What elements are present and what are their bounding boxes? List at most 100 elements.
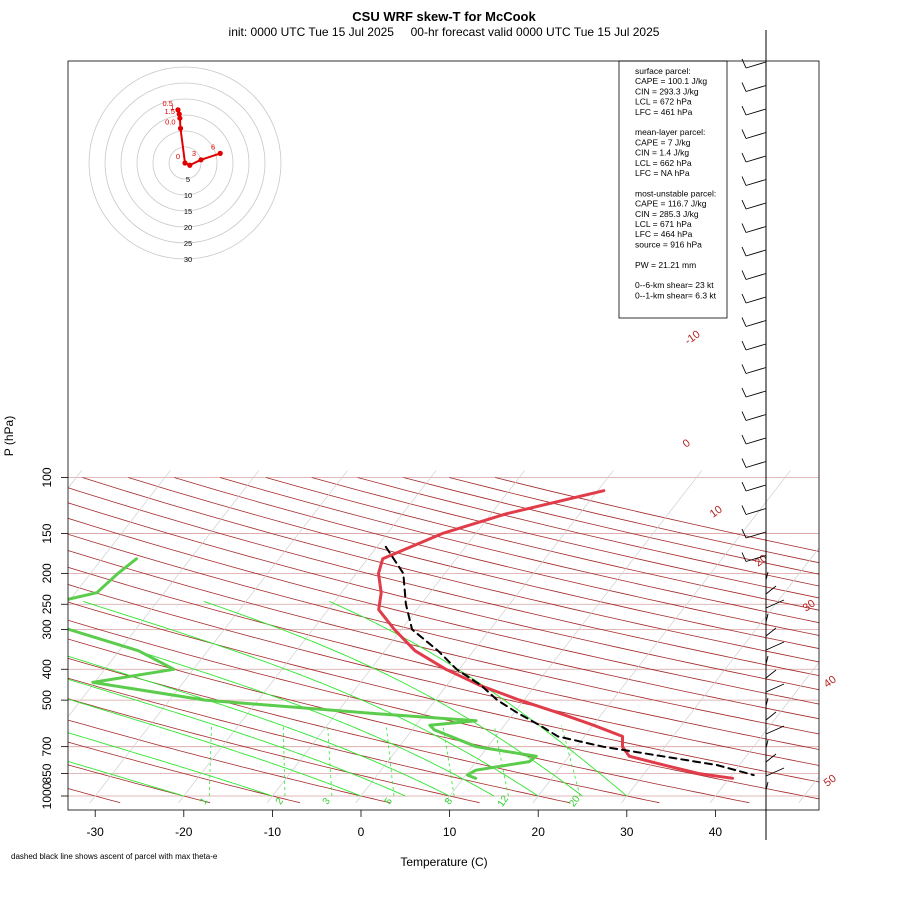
wind-barb: [765, 613, 769, 623]
parcel-stats-line: LFC = NA hPa: [635, 168, 690, 178]
hodograph-ring-label: 30: [184, 255, 192, 264]
dry-adiabat-line: [311, 477, 819, 599]
dry-adiabat-line: [68, 584, 819, 766]
mixing-ratio-label: 8: [443, 796, 455, 807]
wind-barb: [741, 246, 767, 257]
y-axis-label: P (hPa): [2, 416, 16, 456]
isotherm-line: [178, 470, 437, 803]
parcel-stats-line: LCL = 672 hPa: [635, 97, 692, 107]
dry-adiabat-line: [0, 478, 30, 803]
parcel-stats-line: LCL = 671 hPa: [635, 219, 692, 229]
isotherm-line: [68, 470, 260, 718]
parcel-stats-line: LFC = 461 hPa: [635, 107, 693, 117]
y-tick-label: 150: [40, 523, 54, 543]
y-tick-label: 1000: [40, 782, 54, 809]
hodograph-point-label: 1.5: [164, 107, 174, 116]
dry-adiabat-line: [68, 657, 660, 804]
wind-barb: [741, 387, 767, 398]
wind-barb: [765, 739, 769, 749]
y-tick-label: 300: [40, 619, 54, 639]
wind-barb: [741, 434, 767, 445]
wind-barb: [765, 767, 785, 777]
x-tick-label: -20: [175, 825, 193, 839]
hodograph-point: [217, 150, 223, 156]
wind-barb: [765, 697, 769, 707]
parcel-stats-line: CAPE = 7 J/kg: [635, 137, 691, 147]
parcel-stats-line: LFC = 464 hPa: [635, 229, 693, 239]
hodograph-point: [177, 125, 184, 132]
parcel-stats-line: [635, 250, 637, 260]
hodograph-point-label: 0: [176, 152, 180, 161]
parcel-stats-line: CIN = 293.3 J/kg: [635, 86, 699, 96]
wind-barb-column: [741, 30, 785, 840]
moist-adiabat-line: [83, 600, 539, 797]
x-axis-label: Temperature (C): [400, 855, 487, 869]
parcel-stats-line: PW = 21.21 mm: [635, 260, 696, 270]
wind-barb: [741, 129, 767, 139]
mixing-ratio-label: 1: [198, 796, 210, 807]
wind-barb: [741, 340, 767, 351]
wind-barb: [765, 781, 769, 791]
x-tick-label: -30: [87, 825, 105, 839]
hodograph-point-label: 3: [192, 149, 196, 158]
parcel-line: [384, 545, 755, 777]
x-tick-label: 20: [532, 825, 546, 839]
hodograph-point: [187, 162, 193, 168]
wind-barb: [741, 199, 767, 210]
wind-barb: [765, 669, 777, 679]
moist-adiabat-grid: [68, 600, 628, 797]
wind-barb: [765, 627, 777, 637]
isotherm-line: [798, 776, 819, 803]
wind-barb: [741, 105, 767, 116]
moist-adiabat-line: [329, 600, 628, 797]
parcel-stats-line: source = 916 hPa: [635, 239, 702, 249]
isotherm-label: 20: [753, 553, 770, 570]
isotherm-line: [709, 661, 819, 803]
hodograph-ring: [88, 66, 282, 260]
wind-barb: [741, 528, 767, 539]
dry-adiabat-line: [68, 550, 819, 735]
hodograph-ring-label: 20: [184, 223, 192, 232]
parcel-stats-line: CAPE = 116.7 J/kg: [635, 199, 707, 209]
mixing-ratio-line: [327, 725, 333, 797]
parcel-stats-line: [635, 117, 637, 127]
isotherm-label: -10: [683, 328, 703, 347]
hodograph-point: [177, 115, 183, 121]
dry-adiabat-line: [68, 517, 819, 705]
wind-barb: [741, 293, 767, 304]
mixing-ratio-line: [282, 725, 286, 797]
isotherm-line: [89, 470, 348, 803]
parcel-stats-line: CIN = 1.4 J/kg: [635, 148, 689, 158]
parcel-stats-line: mean-layer parcel:: [635, 127, 705, 137]
hodograph-ring: [136, 114, 234, 212]
hodograph-point: [182, 160, 188, 166]
hodograph-ring: [152, 130, 218, 196]
hodograph-ring: [120, 98, 250, 228]
wind-barb: [741, 82, 767, 92]
wind-barb: [741, 176, 767, 186]
mixing-ratio-label: 5: [383, 796, 395, 807]
isotherm-label: 40: [822, 674, 839, 691]
y-tick-label: 850: [40, 763, 54, 783]
plot-frame: [67, 60, 820, 811]
x-tick-label: 10: [443, 825, 457, 839]
hodograph-point: [175, 107, 181, 113]
parcel-stats-line: [635, 178, 637, 188]
hodograph-ring-label: 10: [184, 191, 192, 200]
wind-barb: [765, 571, 769, 581]
hodograph-ring-label: 15: [184, 207, 192, 216]
moist-adiabat-line: [68, 698, 362, 797]
chart-subtitle: init: 0000 UTC Tue 15 Jul 2025 00-hr for…: [229, 25, 660, 39]
dewpoint-line: [68, 557, 538, 780]
hodograph-ring: [104, 82, 266, 244]
parcel-stats-line: CIN = 285.3 J/kg: [635, 209, 699, 219]
parcel-stats-line: 0--1-km shear= 6.3 kt: [635, 290, 717, 300]
wind-barb: [765, 585, 777, 595]
y-tick-label: 500: [40, 690, 54, 710]
wind-barb: [741, 58, 767, 69]
parcel-stats-line: 0--6-km shear= 23 kt: [635, 280, 714, 290]
x-tick-label: 0: [358, 825, 365, 839]
parcel-stats-line: surface parcel:: [635, 66, 691, 76]
wind-barb: [765, 599, 785, 609]
